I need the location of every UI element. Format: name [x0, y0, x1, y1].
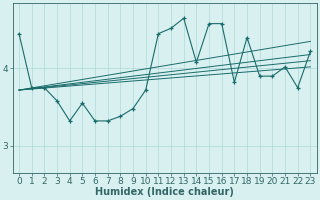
X-axis label: Humidex (Indice chaleur): Humidex (Indice chaleur)	[95, 187, 234, 197]
